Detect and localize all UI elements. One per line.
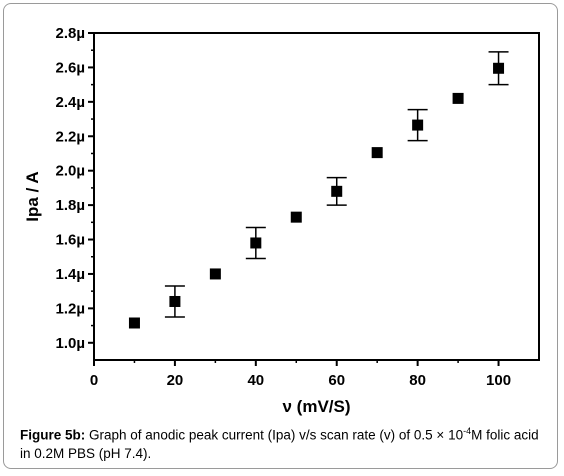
x-tick-label: 20 — [167, 372, 184, 389]
caption-label: Figure 5b: — [20, 427, 86, 443]
y-tick-label: 1.0µ — [56, 335, 86, 352]
data-point — [128, 317, 140, 329]
y-axis-title: Ipa / A — [23, 171, 42, 221]
x-tick-label: 0 — [90, 372, 98, 389]
figure-frame — [3, 3, 558, 469]
y-tick-label: 2.2µ — [56, 128, 86, 145]
data-point — [290, 211, 302, 223]
x-axis-title: ν (mV/S) — [282, 397, 350, 416]
data-point — [250, 237, 262, 249]
data-point — [452, 92, 464, 104]
data-point — [209, 268, 221, 280]
data-point — [412, 119, 424, 131]
x-tick-label: 80 — [409, 372, 426, 389]
data-point — [493, 62, 505, 74]
y-tick-label: 2.6µ — [56, 59, 86, 76]
caption-text: Graph of anodic peak current (Ipa) v/s s… — [85, 427, 464, 443]
y-tick-label: 1.8µ — [56, 197, 86, 214]
caption-superscript: -4 — [463, 426, 472, 436]
y-tick-label: 2.4µ — [56, 94, 86, 111]
data-points — [128, 51, 509, 329]
figure-caption: Figure 5b: Graph of anodic peak current … — [20, 422, 550, 463]
data-point — [331, 185, 343, 197]
y-tick-label: 2.8µ — [56, 25, 86, 42]
y-tick-label: 1.2µ — [56, 300, 86, 317]
chart: 0 20 40 60 80 100 1.0µ 1.2µ 1.4µ 1.6µ 1.8µ 2.0µ 2.2µ… — [23, 25, 540, 416]
x-tick-label: 100 — [486, 372, 511, 389]
x-tick-label: 60 — [328, 372, 345, 389]
data-point — [371, 147, 383, 159]
plot-frame — [93, 32, 540, 361]
y-tick-label: 1.6µ — [56, 232, 86, 249]
axes — [93, 32, 540, 361]
y-tick-label: 1.4µ — [56, 266, 86, 283]
data-point — [169, 295, 181, 307]
caption-text-after: M folic acid in 0.2M PBS (pH 7.4). — [20, 427, 539, 461]
ticks: 0 20 40 60 80 100 1.0µ 1.2µ 1.4µ 1.6µ 1.8µ 2.0µ 2.2µ… — [56, 25, 512, 389]
x-tick-label: 40 — [247, 372, 264, 389]
y-tick-label: 2.0µ — [56, 163, 86, 180]
